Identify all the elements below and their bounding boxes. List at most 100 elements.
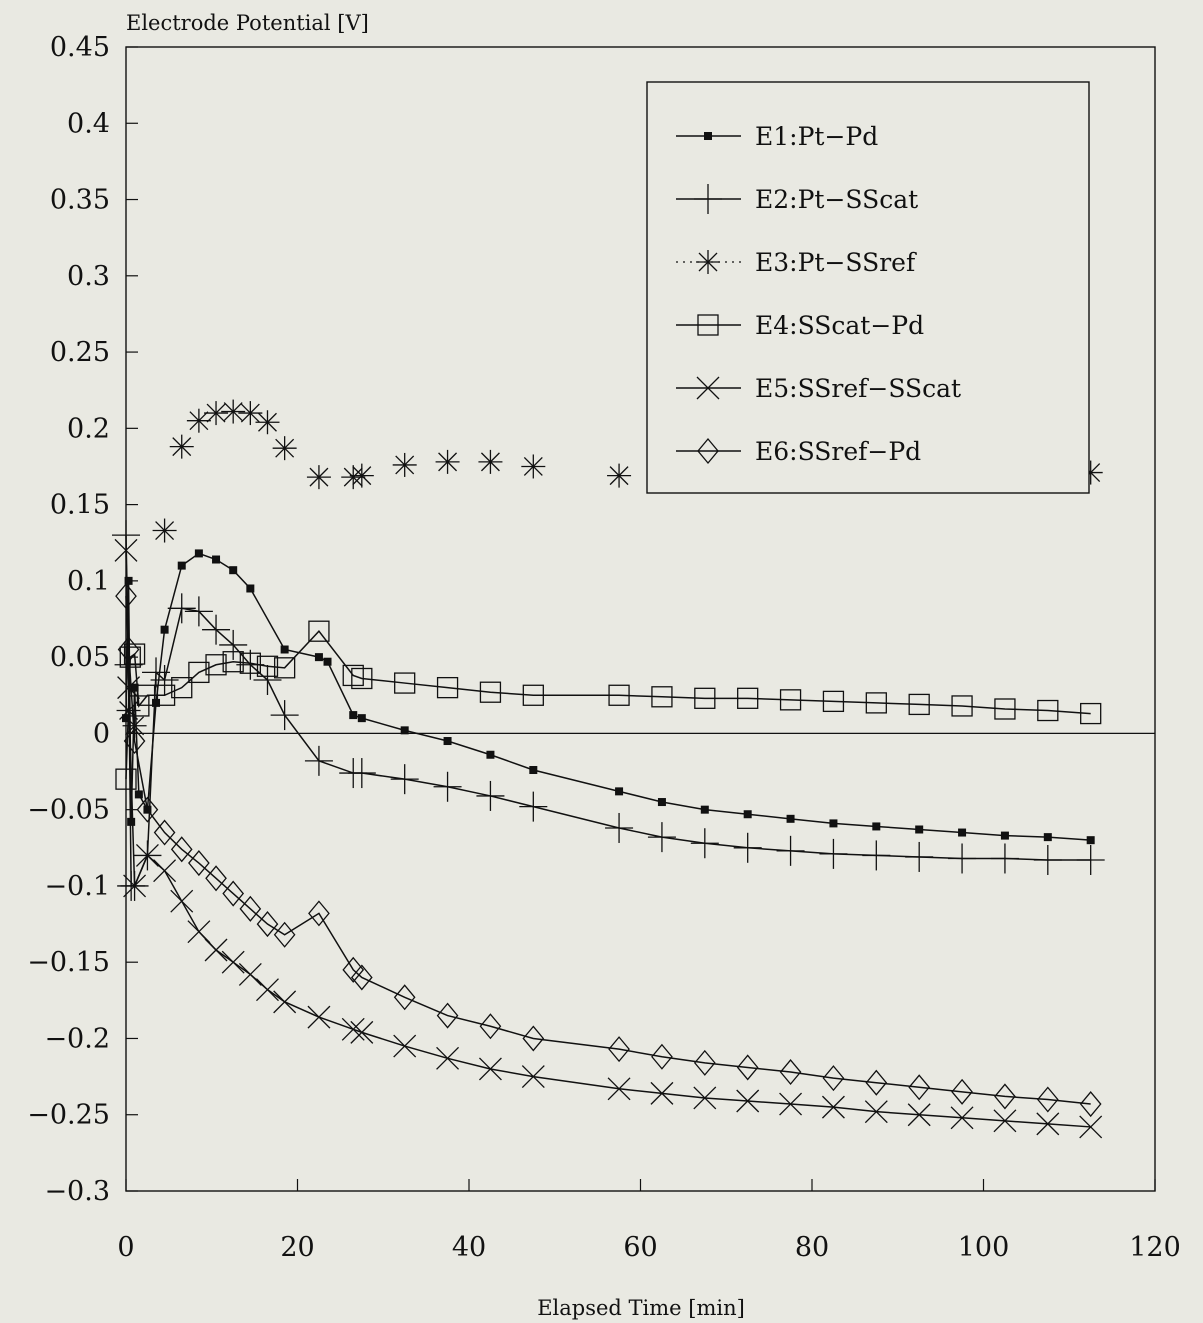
data-point	[736, 1054, 759, 1081]
data-point	[153, 819, 176, 846]
data-point	[865, 692, 887, 714]
data-point	[351, 667, 373, 690]
data-point	[950, 1106, 974, 1130]
data-point	[229, 566, 238, 575]
data-point	[733, 832, 762, 863]
data-point	[169, 434, 194, 459]
data-point	[779, 689, 802, 711]
data-point	[273, 921, 296, 948]
data-point	[308, 900, 330, 927]
data-point	[1076, 845, 1105, 876]
data-point	[993, 1109, 1017, 1133]
data-point	[436, 1002, 459, 1029]
data-point	[779, 1092, 803, 1116]
data-point	[1079, 1091, 1102, 1118]
data-point	[478, 1057, 502, 1081]
data-point	[400, 726, 409, 735]
data-point	[872, 822, 881, 831]
data-point	[273, 657, 296, 679]
y-tick-label: −0.2	[44, 1023, 110, 1054]
data-point	[349, 463, 374, 488]
data-point	[142, 657, 171, 688]
legend-marker	[697, 437, 719, 465]
data-point	[222, 880, 245, 907]
data-point	[607, 463, 632, 488]
data-point	[153, 684, 176, 706]
data-point	[205, 654, 227, 676]
data-point	[273, 990, 297, 1014]
data-point	[1080, 702, 1102, 725]
plot-area: 0.45 0.4 0.35 0.3 0.25 0.2 0.15 0.1 0.05 0 −0.05 −0…	[27, 32, 1181, 1263]
data-point	[342, 956, 365, 983]
data-point	[221, 950, 245, 974]
y-tick-label: 0.3	[67, 261, 110, 292]
x-tick-label: 80	[795, 1232, 829, 1263]
y-tick-label: −0.25	[27, 1100, 110, 1131]
series-2	[112, 520, 1105, 901]
data-point	[908, 1074, 931, 1101]
data-point	[390, 764, 419, 795]
data-point	[306, 465, 331, 490]
data-point	[786, 814, 795, 823]
legend-label: E3:Pt−SSref	[755, 248, 917, 277]
data-point	[433, 771, 462, 802]
y-tick-label: 0.45	[50, 32, 110, 63]
data-point	[152, 698, 161, 707]
y-tick-label: −0.3	[44, 1176, 110, 1207]
data-point	[350, 964, 373, 991]
data-point	[304, 745, 333, 776]
data-point	[1000, 831, 1009, 840]
data-point	[776, 835, 805, 866]
legend-label: E2:Pt−SScat	[755, 185, 918, 214]
data-point	[435, 449, 460, 474]
data-point	[238, 401, 263, 426]
y-tick-label: 0.25	[50, 337, 110, 368]
data-point	[994, 1083, 1016, 1110]
data-point	[615, 787, 624, 796]
data-point	[184, 596, 213, 627]
x-tick-label: 120	[1129, 1232, 1181, 1263]
series-1	[122, 549, 1095, 845]
x-axis-title: Elapsed Time [min]	[537, 1296, 745, 1320]
data-point	[112, 520, 140, 551]
data-point	[186, 408, 211, 433]
data-point	[202, 614, 231, 645]
data-point	[529, 766, 538, 775]
series-line	[125, 552, 1091, 841]
data-point	[394, 672, 416, 694]
y-tick-label: 0.15	[50, 490, 110, 521]
data-point	[204, 938, 228, 962]
data-point	[123, 874, 147, 898]
data-point	[256, 978, 279, 1002]
legend-marker	[704, 132, 712, 140]
data-point	[915, 825, 924, 834]
data-point	[188, 661, 210, 684]
data-point	[187, 920, 211, 944]
data-point	[1033, 845, 1062, 876]
legend-marker	[696, 376, 720, 400]
data-point	[908, 693, 930, 716]
data-point	[342, 664, 364, 687]
data-point	[205, 865, 227, 892]
data-point	[170, 889, 194, 913]
x-tick-label: 100	[958, 1232, 1010, 1263]
data-point	[608, 1036, 630, 1063]
data-point	[115, 583, 137, 610]
data-point	[255, 410, 280, 435]
legend-box	[646, 81, 1090, 494]
data-point	[436, 1046, 460, 1070]
data-point	[958, 828, 967, 837]
data-point	[256, 655, 279, 677]
data-point	[307, 1005, 331, 1029]
data-point	[117, 636, 140, 663]
data-point	[136, 796, 159, 823]
data-point	[204, 401, 229, 426]
legend-item: E6:SSref−Pd	[676, 437, 921, 466]
data-point	[134, 790, 143, 799]
data-point	[246, 584, 255, 593]
data-point	[238, 962, 262, 986]
data-point	[350, 1020, 374, 1044]
data-point	[647, 822, 676, 853]
data-point	[651, 686, 673, 708]
legend-item: E2:Pt−SScat	[676, 184, 918, 214]
